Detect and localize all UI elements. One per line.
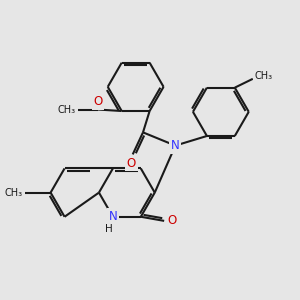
Text: O: O — [93, 95, 103, 108]
Text: CH₃: CH₃ — [255, 71, 273, 81]
Text: O: O — [127, 157, 136, 170]
Text: O: O — [167, 214, 176, 227]
Text: N: N — [109, 210, 117, 223]
Text: H: H — [105, 224, 112, 234]
Text: CH₃: CH₃ — [4, 188, 22, 198]
Text: CH₃: CH₃ — [57, 104, 75, 115]
Text: N: N — [171, 139, 180, 152]
